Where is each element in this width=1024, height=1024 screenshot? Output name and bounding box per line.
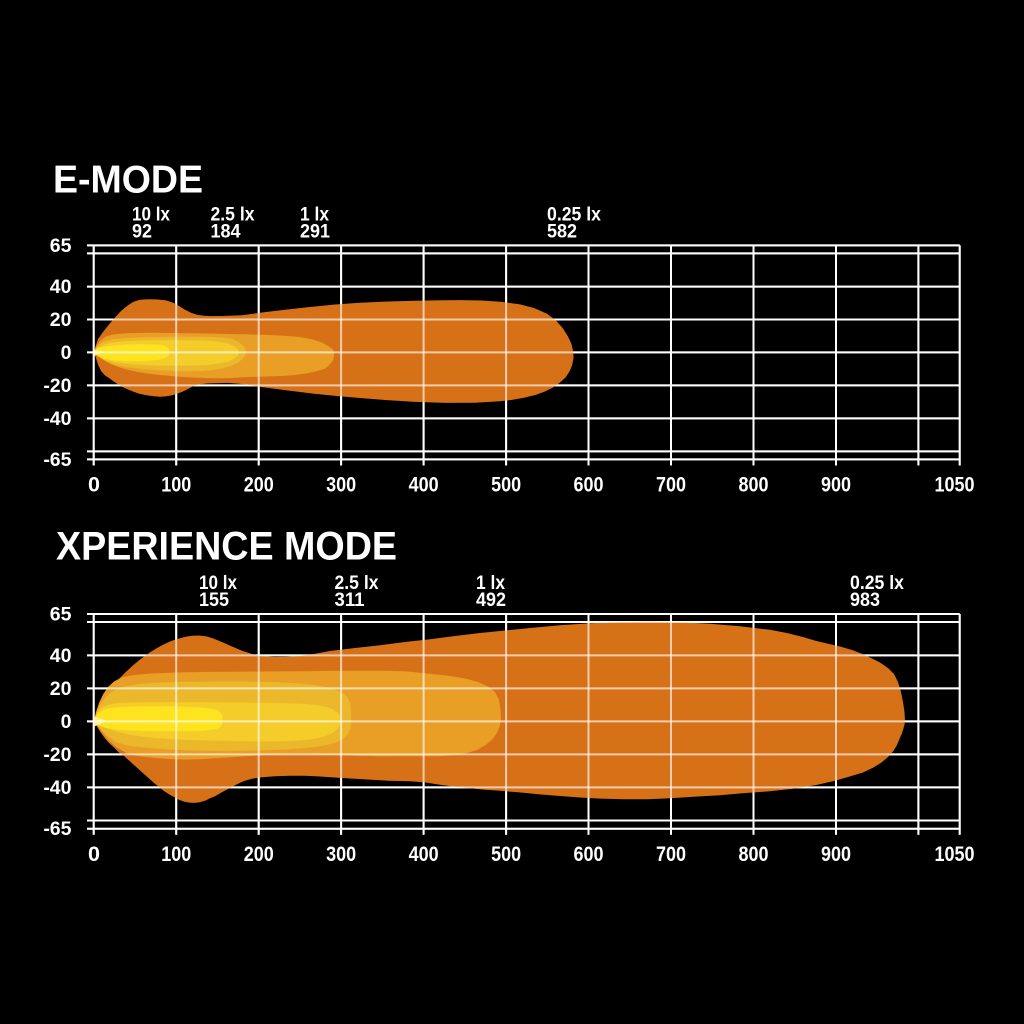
svg-text:291: 291 [300,222,330,243]
svg-text:0.25 lx: 0.25 lx [850,573,904,594]
svg-text:200: 200 [244,473,274,497]
svg-text:92: 92 [132,222,152,243]
svg-text:65: 65 [50,235,72,257]
svg-text:1 lx: 1 lx [476,573,505,594]
svg-text:800: 800 [739,473,769,497]
svg-text:-40: -40 [43,408,71,430]
svg-text:600: 600 [574,473,604,497]
svg-text:2.5 lx: 2.5 lx [211,205,255,226]
svg-text:184: 184 [211,222,241,243]
svg-text:-40: -40 [43,777,71,799]
svg-text:983: 983 [850,590,880,611]
svg-text:E-MODE: E-MODE [53,159,203,202]
svg-text:500: 500 [491,842,521,866]
svg-text:-20: -20 [43,744,71,766]
svg-text:-65: -65 [43,818,71,840]
svg-text:700: 700 [656,473,686,497]
svg-text:900: 900 [821,473,851,497]
svg-text:65: 65 [50,604,72,626]
svg-text:20: 20 [50,678,72,700]
svg-text:40: 40 [50,276,72,298]
svg-text:400: 400 [409,842,439,866]
svg-text:1050: 1050 [935,473,975,497]
svg-text:500: 500 [491,473,521,497]
svg-text:-20: -20 [43,375,71,397]
svg-text:40: 40 [50,645,72,667]
svg-text:492: 492 [476,590,506,611]
svg-text:10 lx: 10 lx [199,573,237,594]
svg-text:300: 300 [326,842,356,866]
svg-text:700: 700 [656,842,686,866]
svg-text:311: 311 [335,590,365,611]
svg-text:-65: -65 [43,449,71,471]
svg-text:200: 200 [244,842,274,866]
svg-text:100: 100 [161,842,191,866]
svg-text:800: 800 [739,842,769,866]
svg-text:600: 600 [574,842,604,866]
svg-text:100: 100 [161,473,191,497]
svg-text:1050: 1050 [935,842,975,866]
svg-text:1 lx: 1 lx [300,205,329,226]
svg-text:0: 0 [61,342,72,364]
svg-text:0.25 lx: 0.25 lx [547,205,601,226]
svg-text:20: 20 [50,309,72,331]
svg-text:0: 0 [88,473,100,497]
svg-text:582: 582 [547,222,577,243]
svg-text:2.5 lx: 2.5 lx [335,573,379,594]
svg-text:XPERIENCE MODE: XPERIENCE MODE [56,525,397,569]
svg-text:10 lx: 10 lx [132,205,170,226]
svg-text:0: 0 [88,842,100,866]
svg-text:400: 400 [409,473,439,497]
svg-text:155: 155 [199,590,229,611]
svg-text:300: 300 [326,473,356,497]
svg-text:900: 900 [821,842,851,866]
svg-text:0: 0 [61,711,72,733]
